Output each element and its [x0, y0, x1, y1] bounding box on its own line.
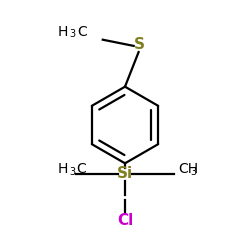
Text: S: S [134, 37, 145, 52]
Text: Si: Si [117, 166, 133, 181]
Text: C: C [77, 24, 86, 38]
Text: 3: 3 [70, 29, 75, 39]
Text: C: C [76, 162, 86, 176]
Text: 3: 3 [69, 167, 75, 177]
Text: CH: CH [178, 162, 198, 176]
Text: Cl: Cl [117, 213, 133, 228]
Text: 3: 3 [190, 167, 196, 177]
Text: H: H [58, 162, 68, 176]
Text: H: H [58, 24, 68, 38]
